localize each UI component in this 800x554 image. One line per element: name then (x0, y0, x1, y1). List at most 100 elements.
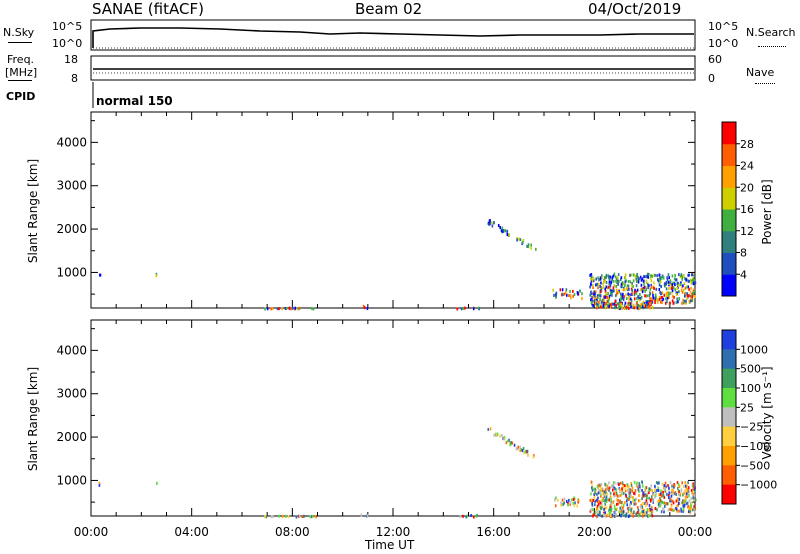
echo-cell (685, 292, 687, 296)
echo-cell (592, 498, 595, 502)
echo-cell (654, 293, 657, 297)
echo-cell (688, 499, 691, 503)
echo-cell (599, 491, 602, 495)
echo-cell (642, 287, 645, 291)
echo-cell (686, 294, 689, 298)
echo-cell (530, 246, 532, 250)
echo-cell (637, 275, 639, 279)
echo-cell (489, 427, 492, 431)
echo-cell (692, 282, 695, 286)
echo-cell (595, 277, 597, 281)
echo-cell (638, 483, 641, 487)
echo-cell (617, 279, 619, 283)
echo-cell (523, 451, 526, 455)
echo-cell (473, 515, 475, 519)
echo-cell (629, 488, 631, 492)
echo-cell (625, 494, 628, 498)
echo-cell (647, 302, 650, 306)
echo-cell (595, 298, 598, 302)
echo-cell (638, 298, 641, 302)
echo-cell (527, 453, 529, 457)
colorbar-segment (722, 349, 736, 370)
echo-cell (641, 505, 643, 509)
echo-cell (511, 441, 514, 445)
echo-cell (604, 502, 606, 506)
echo-cell (612, 289, 614, 293)
echo-cell (663, 282, 666, 286)
echo-cell (607, 291, 609, 295)
echo-cell (651, 489, 653, 493)
echo-cell (525, 449, 527, 453)
echo-cell (589, 498, 592, 502)
echo-cell (669, 480, 672, 484)
echo-cell (633, 290, 636, 294)
echo-cell (674, 273, 676, 277)
echo-cell (653, 286, 655, 290)
echo-cell (621, 491, 623, 495)
echo-cell (593, 495, 596, 499)
echo-cell (314, 515, 317, 519)
echo-cell (508, 438, 510, 442)
echo-cell (626, 503, 629, 507)
echo-cell (633, 297, 636, 301)
echo-cell (639, 511, 642, 515)
echo-cell (631, 486, 634, 490)
x-tick-label: 12:00 (376, 525, 411, 539)
echo-cell (658, 502, 660, 506)
echo-cell (671, 291, 673, 295)
echo-cell (619, 510, 622, 514)
echo-cell (633, 502, 636, 506)
echo-cell (687, 492, 690, 496)
echo-cell (604, 493, 607, 497)
echo-cell (574, 501, 576, 505)
echo-cell (642, 507, 644, 511)
echo-cell (599, 501, 602, 505)
echo-cell (577, 292, 579, 296)
echo-cell (681, 275, 683, 279)
echo-cell (506, 229, 509, 233)
echo-cell (635, 306, 637, 310)
echo-cell (648, 284, 650, 288)
echo-cell (592, 279, 595, 283)
echo-cell (615, 508, 617, 512)
echo-cell (592, 303, 594, 307)
echo-cell (616, 502, 618, 506)
echo-cell (622, 484, 624, 488)
echo-cell (599, 290, 602, 294)
echo-cell (610, 290, 613, 294)
echo-cell (617, 502, 620, 506)
echo-cell (609, 495, 612, 499)
colorbar-tick-label: 20 (740, 181, 754, 194)
echo-cell (613, 494, 615, 498)
echo-cell (694, 498, 697, 502)
echo-cell (636, 288, 639, 292)
echo-cell (509, 443, 511, 447)
echo-cell (641, 277, 644, 281)
echo-cell (591, 296, 593, 300)
echo-cell (594, 511, 597, 515)
colorbar-segment (722, 330, 736, 350)
echo-cell (678, 509, 680, 513)
echo-cell (604, 279, 606, 283)
echo-cell (665, 287, 668, 291)
echo-cell (561, 498, 564, 502)
echo-cell (672, 301, 675, 305)
echo-cell (605, 285, 608, 289)
echo-cell (595, 290, 597, 294)
echo-cell (603, 275, 606, 279)
echo-cell (608, 497, 611, 501)
echo-cell (667, 508, 670, 512)
echo-cell (640, 296, 642, 300)
echo-cell (488, 219, 491, 223)
echo-cell (678, 490, 680, 494)
echo-cell (635, 284, 638, 288)
echo-cell (619, 307, 621, 311)
echo-cell (686, 285, 688, 289)
echo-cell (682, 505, 685, 509)
echo-cell (622, 282, 625, 286)
echo-cell (638, 277, 641, 281)
echo-cell (648, 508, 650, 512)
echo-cell (648, 300, 650, 304)
echo-cell (524, 450, 526, 454)
echo-cell (619, 303, 621, 307)
